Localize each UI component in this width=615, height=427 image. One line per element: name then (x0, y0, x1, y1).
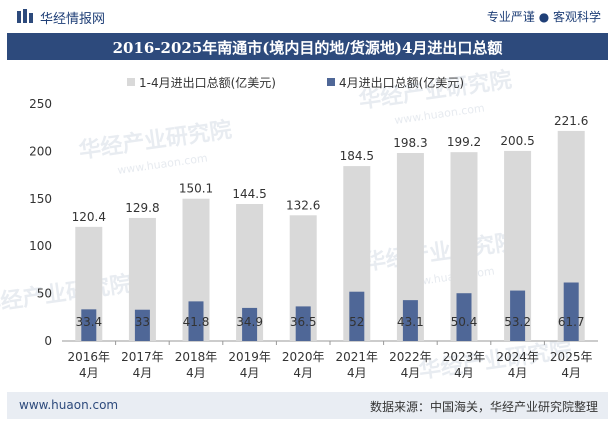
y-tick-label: 50 (37, 287, 52, 301)
legend-swatch-total (127, 78, 135, 86)
legend-label-april: 4月进出口总额(亿美元) (339, 75, 464, 90)
bar-april (134, 309, 150, 341)
bar-april (510, 290, 526, 341)
x-tick-label-month: 4月 (561, 366, 581, 380)
x-tick-label-month: 4月 (293, 366, 313, 380)
x-tick-label-month: 4月 (347, 366, 367, 380)
y-tick-label: 200 (29, 144, 52, 158)
data-label-total: 198.3 (393, 136, 427, 150)
legend-label-total: 1-4月进出口总额(亿美元) (139, 75, 276, 90)
chart-title: 2016-2025年南通市(境内目的地/货源地)4月进出口总额 (112, 39, 503, 57)
data-label-april: 36.5 (290, 315, 317, 329)
x-tick-label-month: 4月 (133, 366, 153, 380)
bar-april (188, 301, 204, 341)
bar-april (456, 293, 472, 341)
data-label-total: 120.4 (72, 210, 106, 224)
data-label-total: 200.5 (500, 134, 534, 148)
x-tick-label-month: 4月 (454, 366, 474, 380)
legend-swatch-april (327, 78, 335, 86)
data-label-april: 52 (349, 315, 364, 329)
title-bar: 2016-2025年南通市(境内目的地/货源地)4月进出口总额 (7, 33, 608, 60)
data-label-total: 132.6 (286, 198, 320, 212)
bar-april (295, 306, 311, 341)
watermark-text: 华经产业研究院 (362, 229, 518, 276)
data-label-april: 61.7 (558, 315, 585, 329)
brand-name: 华经情报网 (40, 12, 106, 27)
website-link[interactable]: www.huaon.com (19, 398, 119, 412)
x-tick-label-month: 4月 (401, 366, 421, 380)
data-label-total: 129.8 (125, 201, 159, 215)
footer-bar: www.huaon.com 数据来源：中国海关，华经产业研究院整理 (7, 392, 608, 419)
x-tick-label-year: 2025年 (550, 350, 593, 364)
x-tick-label-month: 4月 (508, 366, 528, 380)
data-label-april: 50.4 (451, 315, 478, 329)
bar-april (349, 291, 365, 341)
bar-april (563, 282, 579, 341)
bar-april (81, 309, 97, 341)
y-tick-label: 100 (29, 239, 52, 253)
data-label-april: 33 (135, 315, 150, 329)
watermark-text: 华经产业研究院 (77, 117, 233, 164)
x-tick-label-year: 2018年 (175, 350, 218, 364)
watermark-text: 华经产业研究院 (0, 271, 133, 318)
x-tick-label-year: 2017年 (121, 350, 164, 364)
x-tick-label-year: 2016年 (68, 350, 111, 364)
data-label-total: 144.5 (232, 187, 266, 201)
data-label-april: 41.8 (183, 315, 210, 329)
bar-april (402, 300, 418, 341)
top-bar: 华经情报网 专业严谨 ● 客观科学 (0, 0, 615, 33)
data-label-april: 33.4 (75, 315, 102, 329)
x-tick-label-month: 4月 (186, 366, 206, 380)
x-tick-label-year: 2022年 (389, 350, 432, 364)
x-tick-label-year: 2021年 (336, 350, 379, 364)
y-tick-label: 0 (44, 334, 52, 348)
data-label-total: 184.5 (340, 149, 374, 163)
data-label-april: 34.9 (236, 315, 263, 329)
data-source: 数据来源：中国海关，华经产业研究院整理 (369, 400, 598, 414)
x-tick-label-year: 2019年 (228, 350, 271, 364)
data-label-total: 150.1 (179, 182, 213, 196)
watermark-text: 华经产业研究院 (357, 67, 513, 114)
data-label-april: 53.2 (504, 315, 531, 329)
data-label-april: 43.1 (397, 315, 424, 329)
y-tick-label: 150 (29, 192, 52, 206)
bar-april (242, 307, 258, 341)
slogan: 专业严谨 ● 客观科学 (486, 10, 601, 24)
x-tick-label-year: 2024年 (496, 350, 539, 364)
logo-bars-icon (17, 9, 33, 23)
x-tick-label-year: 2020年 (282, 350, 325, 364)
x-tick-label-month: 4月 (240, 366, 260, 380)
data-label-total: 221.6 (554, 114, 588, 128)
x-tick-label-year: 2023年 (443, 350, 486, 364)
data-label-total: 199.2 (447, 135, 481, 149)
y-tick-label: 250 (29, 97, 52, 111)
x-tick-label-month: 4月 (79, 366, 99, 380)
